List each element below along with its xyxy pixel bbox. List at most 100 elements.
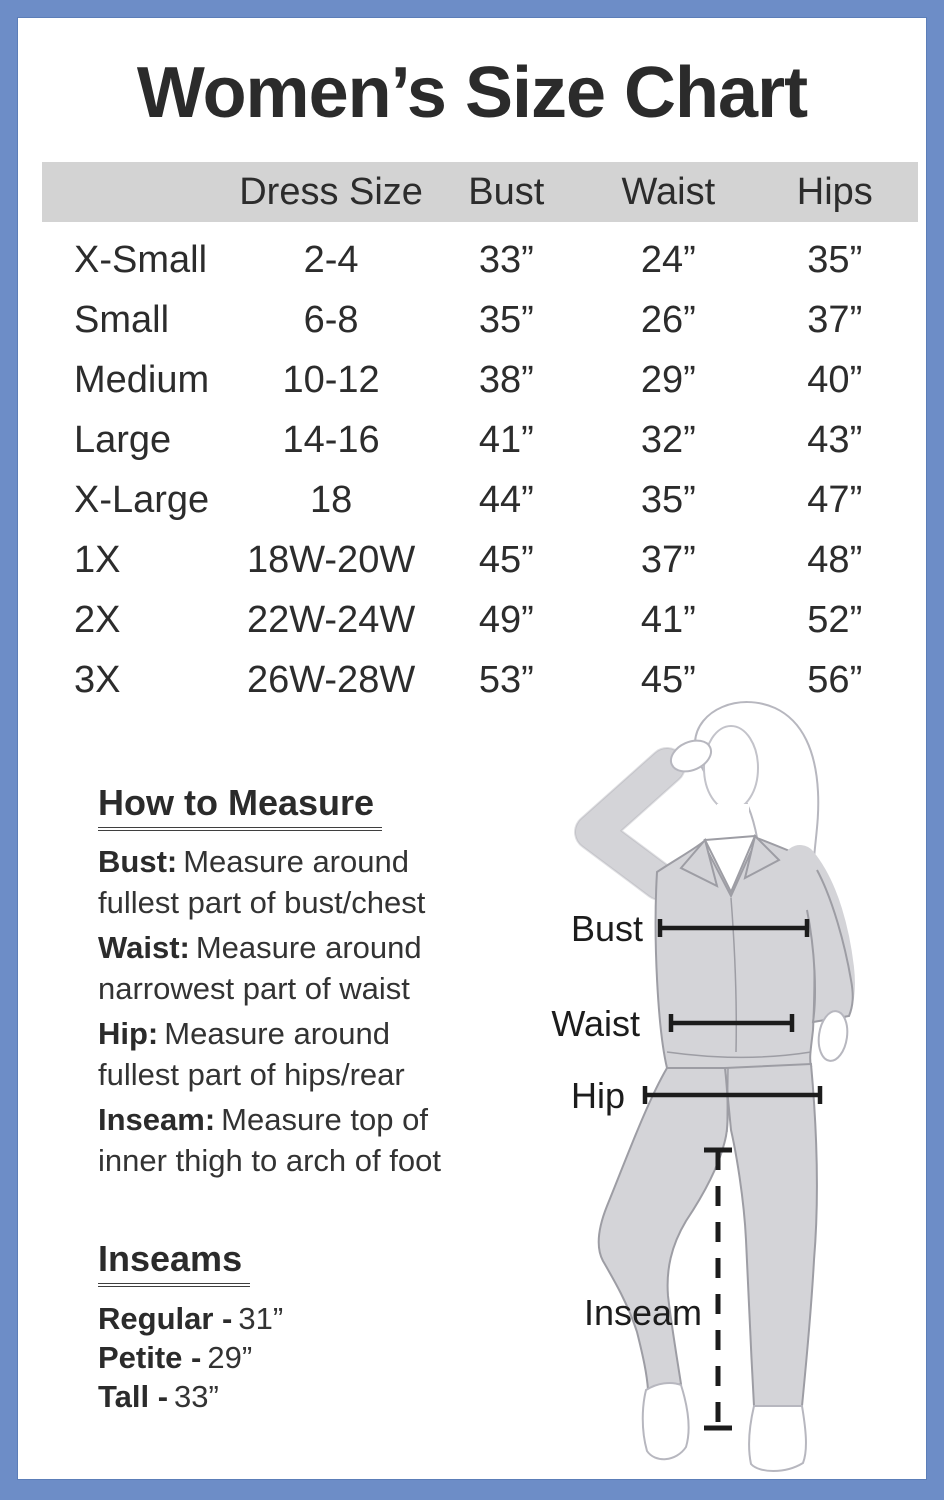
table-row-small: Small 6-8 35” 26” 37” <box>42 290 918 350</box>
how-to-measure-heading: How to Measure <box>98 782 383 831</box>
cell-dress: 6-8 <box>303 298 359 341</box>
table-row-1x: 1X 18W-20W 45” 37” 48” <box>42 530 918 590</box>
cell-waist: 45” <box>640 658 696 701</box>
cell-size: Medium <box>74 358 210 401</box>
figure-right-leg <box>723 1062 818 1407</box>
cell-waist: 26” <box>640 298 696 341</box>
cell-hips: 35” <box>807 238 863 281</box>
cell-bust: 45” <box>478 538 534 581</box>
cell-size: 3X <box>74 658 121 701</box>
measure-label-bust: Bust: <box>98 844 178 879</box>
cell-hips: 40” <box>807 358 863 401</box>
cell-dress: 18 <box>309 478 353 521</box>
inseam-label: Petite - <box>98 1340 202 1375</box>
cell-waist: 32” <box>640 418 696 461</box>
measure-text: inner thigh to arch of foot <box>98 1143 441 1178</box>
measure-text: narrowest part of waist <box>98 971 410 1006</box>
inseam-tall: Tall -33” <box>98 1377 498 1416</box>
measurement-figure: Bust Waist Hip Inseam <box>495 700 925 1480</box>
inseam-label: Regular - <box>98 1301 233 1336</box>
page-title: Women’s Size Chart <box>136 53 808 133</box>
inseam-value: 33” <box>174 1379 219 1414</box>
cell-size: 1X <box>74 538 121 581</box>
cell-bust: 41” <box>478 418 534 461</box>
inseam-value: 31” <box>238 1301 284 1336</box>
figure-collar-left <box>679 837 719 888</box>
waist-figure-label: Waist <box>551 1003 640 1044</box>
cell-dress: 18W-20W <box>246 538 416 581</box>
measure-text: Measure around <box>183 844 409 879</box>
cell-size: Large <box>74 418 172 461</box>
figure-face <box>703 725 759 811</box>
cell-waist: 35” <box>640 478 696 521</box>
hip-indicator <box>642 1086 823 1104</box>
measure-item-hip: Hip: Measure around fullest part of hips/r… <box>98 1013 508 1095</box>
inseam-label: Tall - <box>98 1379 169 1414</box>
cell-waist: 24” <box>640 238 696 281</box>
measure-text: Measure top of <box>221 1102 428 1137</box>
bust-indicator <box>657 919 810 937</box>
inseam-figure-label: Inseam <box>584 1292 702 1333</box>
figure-hanging-sleeve-edge <box>806 869 854 1024</box>
cell-size: 2X <box>74 598 121 641</box>
measure-label-hip: Hip: <box>98 1016 159 1051</box>
cell-bust: 35” <box>478 298 534 341</box>
cell-size: X-Large <box>74 478 210 521</box>
waist-indicator <box>668 1014 795 1032</box>
cell-hips: 52” <box>807 598 863 641</box>
measure-item-inseam: Inseam: Measure top of inner thigh to arch… <box>98 1099 508 1181</box>
inseam-indicator <box>704 1147 732 1431</box>
inseam-regular: Regular -31” <box>98 1299 498 1338</box>
cell-bust: 38” <box>478 358 534 401</box>
inseams-section: Inseams Regular -31” Petite -29” Tall -3… <box>98 1238 498 1416</box>
bust-figure-label: Bust <box>571 908 643 949</box>
figure-left-hand <box>669 739 713 773</box>
figure-collar-right <box>743 834 781 880</box>
cell-hips: 43” <box>807 418 863 461</box>
figure-left-foot <box>641 1381 690 1461</box>
cell-waist: 29” <box>640 358 696 401</box>
measure-label-waist: Waist: <box>98 930 190 965</box>
figure-vneck <box>703 834 757 895</box>
figure-crotch-seam <box>726 1067 729 1133</box>
cell-bust: 33” <box>478 238 534 281</box>
cell-size: Small <box>74 298 170 341</box>
table-row-large: Large 14-16 41” 32” 43” <box>42 410 918 470</box>
measure-text: Measure around <box>195 930 422 965</box>
inseam-petite: Petite -29” <box>98 1338 498 1377</box>
cell-hips: 47” <box>807 478 863 521</box>
inseams-heading: Inseams <box>98 1238 251 1287</box>
header-bust: Bust <box>468 170 545 213</box>
figure-front-seam <box>730 897 738 1053</box>
table-header-row: Dress Size Bust Waist Hips <box>42 162 918 222</box>
cell-size: X-Small <box>74 238 208 281</box>
measure-text: fullest part of bust/chest <box>98 885 426 920</box>
measure-item-bust: Bust: Measure around fullest part of bust/… <box>98 841 508 923</box>
table-row-xsmall: X-Small 2-4 33” 24” 35” <box>42 230 918 290</box>
cell-hips: 37” <box>807 298 863 341</box>
size-table: Dress Size Bust Waist Hips X-Small 2-4 3… <box>42 162 918 710</box>
inseam-value: 29” <box>207 1340 253 1375</box>
figure-raised-arm-fill <box>576 749 684 899</box>
figure-right-foot <box>748 1405 807 1472</box>
how-to-measure-section: How to Measure Bust: Measure around fulles… <box>98 782 508 1185</box>
header-dress-size: Dress Size <box>239 170 423 213</box>
table-row-xlarge: X-Large 18 44” 35” 47” <box>42 470 918 530</box>
size-figure-illustration: Bust Waist Hip Inseam <box>551 701 856 1472</box>
hip-figure-label: Hip <box>571 1075 625 1116</box>
measure-text: Measure around <box>164 1016 391 1051</box>
figure-left-leg <box>597 1067 729 1392</box>
cell-waist: 37” <box>640 538 696 581</box>
cell-dress: 10-12 <box>282 358 380 401</box>
cell-dress: 14-16 <box>282 418 380 461</box>
cell-bust: 49” <box>478 598 534 641</box>
measure-text: fullest part of hips/rear <box>98 1057 405 1092</box>
cell-hips: 56” <box>807 658 863 701</box>
figure-right-hand <box>817 1010 849 1062</box>
cell-dress: 2-4 <box>303 238 359 281</box>
header-hips: Hips <box>796 170 873 213</box>
cell-waist: 41” <box>640 598 696 641</box>
table-row-2x: 2X 22W-24W 49” 41” 52” <box>42 590 918 650</box>
measure-item-waist: Waist: Measure around narrowest part of wa… <box>98 927 508 1009</box>
